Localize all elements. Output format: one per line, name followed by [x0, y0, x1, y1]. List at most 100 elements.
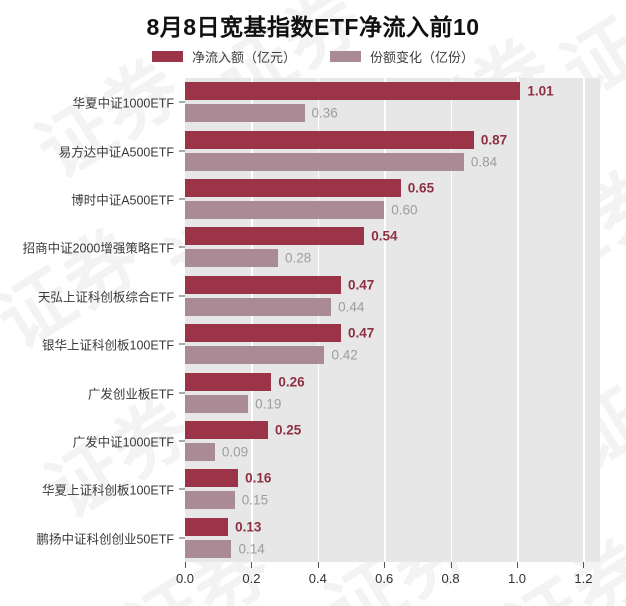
bar-value-share: 0.60 [391, 202, 418, 218]
bar-share[interactable] [185, 442, 215, 461]
bar-value-net: 0.47 [348, 325, 375, 341]
bar-group: 0.87 0.84 [185, 126, 600, 174]
bar-net[interactable] [185, 130, 474, 149]
bar-wrap-share: 0.36 [185, 104, 600, 123]
bar-net[interactable] [185, 372, 272, 391]
y-axis-label: 易方达中证A500ETF [58, 145, 174, 160]
legend-label-share: 份额变化（亿份） [370, 50, 475, 65]
bar-share[interactable] [185, 491, 235, 510]
legend-item-share[interactable]: 份额变化（亿份） [330, 47, 474, 66]
y-axis-tick [179, 101, 185, 103]
y-axis-tick [179, 295, 185, 297]
y-axis-label: 天弘上证科创板综合ETF [37, 290, 174, 305]
bar-net[interactable] [185, 82, 521, 101]
bar-wrap-share: 0.28 [185, 249, 600, 268]
bar-wrap-net: 0.47 [185, 324, 600, 343]
bar-net[interactable] [185, 324, 342, 343]
y-axis-label: 鹏扬中证科创创业50ETF [36, 532, 174, 547]
x-axis-tick-label: 1.0 [507, 571, 527, 586]
bar-wrap-share: 0.14 [185, 539, 600, 558]
bar-share[interactable] [185, 297, 332, 316]
gridline-vertical [251, 78, 253, 562]
bar-value-share: 0.28 [284, 250, 312, 266]
bar-share[interactable] [185, 249, 278, 268]
y-axis-label: 招商中证2000增强策略ETF [22, 241, 174, 256]
bar-share[interactable] [185, 152, 464, 171]
x-axis-tick-label: 0.8 [441, 571, 460, 586]
bar-wrap-net: 0.25 [185, 420, 600, 439]
bar-net[interactable] [185, 517, 229, 536]
x-axis-tick [317, 562, 319, 568]
bar-value-net: 0.87 [480, 132, 508, 148]
bar-wrap-share: 0.84 [185, 152, 600, 171]
bar-wrap-net: 0.54 [185, 227, 600, 246]
x-axis-tick [450, 562, 452, 568]
bar-wrap-net: 1.01 [185, 82, 600, 101]
y-axis-tick [179, 343, 185, 345]
bar-wrap-net: 0.13 [185, 517, 600, 536]
bar-wrap-share: 0.19 [185, 394, 600, 413]
bar-net[interactable] [185, 469, 239, 488]
legend-swatch-net [151, 51, 183, 62]
y-axis-tick [179, 198, 185, 200]
bar-wrap-net: 0.87 [185, 130, 600, 149]
x-axis-tick-label: 0.4 [308, 571, 327, 586]
bar-share[interactable] [185, 104, 305, 123]
bar-group: 0.25 0.09 [185, 417, 600, 465]
bar-value-share: 0.36 [311, 105, 338, 121]
bar-wrap-share: 0.09 [185, 442, 600, 461]
y-axis-label: 广发中证1000ETF [72, 435, 174, 450]
legend-item-net[interactable]: 净流入额（亿元） [151, 47, 296, 66]
bar-value-net: 0.65 [407, 180, 435, 196]
gridline-vertical [583, 78, 585, 562]
y-axis-label: 广发创业板ETF [87, 387, 174, 402]
x-axis-tick-label: 1.2 [574, 571, 593, 586]
x-axis-tick-label: 0.0 [175, 571, 195, 586]
bar-net[interactable] [185, 420, 268, 439]
bar-share[interactable] [185, 200, 385, 219]
bar-value-net: 0.25 [275, 422, 302, 438]
bar-value-share: 0.09 [221, 444, 249, 460]
x-axis-tick [583, 562, 585, 568]
bar-wrap-net: 0.26 [185, 372, 600, 391]
bar-value-share: 0.19 [255, 396, 282, 412]
y-axis-tick [179, 537, 185, 539]
bar-value-net: 0.26 [278, 374, 305, 390]
gridline-vertical [517, 78, 519, 562]
bar-wrap-share: 0.15 [185, 491, 600, 510]
bar-wrap-share: 0.42 [185, 346, 600, 365]
x-axis-tick-label: 0.6 [375, 571, 394, 586]
bar-group: 0.13 0.14 [185, 514, 600, 562]
bar-value-net: 0.13 [235, 519, 262, 535]
y-axis-tick [179, 246, 185, 248]
bar-wrap-net: 0.65 [185, 178, 600, 197]
bar-group: 0.16 0.15 [185, 465, 600, 513]
y-axis-label: 银华上证科创板100ETF [42, 338, 174, 353]
bar-share[interactable] [185, 539, 232, 558]
bar-group: 0.26 0.19 [185, 368, 600, 416]
bar-group: 1.01 0.36 [185, 78, 600, 126]
bar-value-share: 0.84 [470, 154, 498, 170]
x-axis-tick [251, 562, 253, 568]
bar-net[interactable] [185, 178, 401, 197]
x-axis-tick [185, 562, 186, 568]
y-axis-label: 博时中证A500ETF [71, 193, 174, 208]
y-axis-tick [179, 488, 185, 490]
bar-value-share: 0.44 [338, 299, 365, 315]
bar-net[interactable] [185, 227, 365, 246]
bar-group: 0.47 0.42 [185, 320, 600, 368]
gridline-vertical [317, 78, 320, 562]
bar-group: 0.47 0.44 [185, 272, 600, 320]
bar-value-net: 1.01 [527, 83, 554, 99]
bar-share[interactable] [185, 394, 249, 413]
gridline-vertical [450, 78, 453, 562]
x-axis-tick-label: 0.2 [242, 571, 261, 586]
bar-value-net: 0.47 [348, 277, 375, 293]
bar-net[interactable] [185, 275, 342, 294]
bar-value-share: 0.15 [241, 492, 269, 508]
x-axis-tick [517, 562, 518, 568]
y-axis-label: 华夏上证科创板100ETF [42, 483, 174, 498]
legend-label-net: 净流入额（亿元） [191, 50, 296, 65]
bar-share[interactable] [185, 346, 325, 365]
